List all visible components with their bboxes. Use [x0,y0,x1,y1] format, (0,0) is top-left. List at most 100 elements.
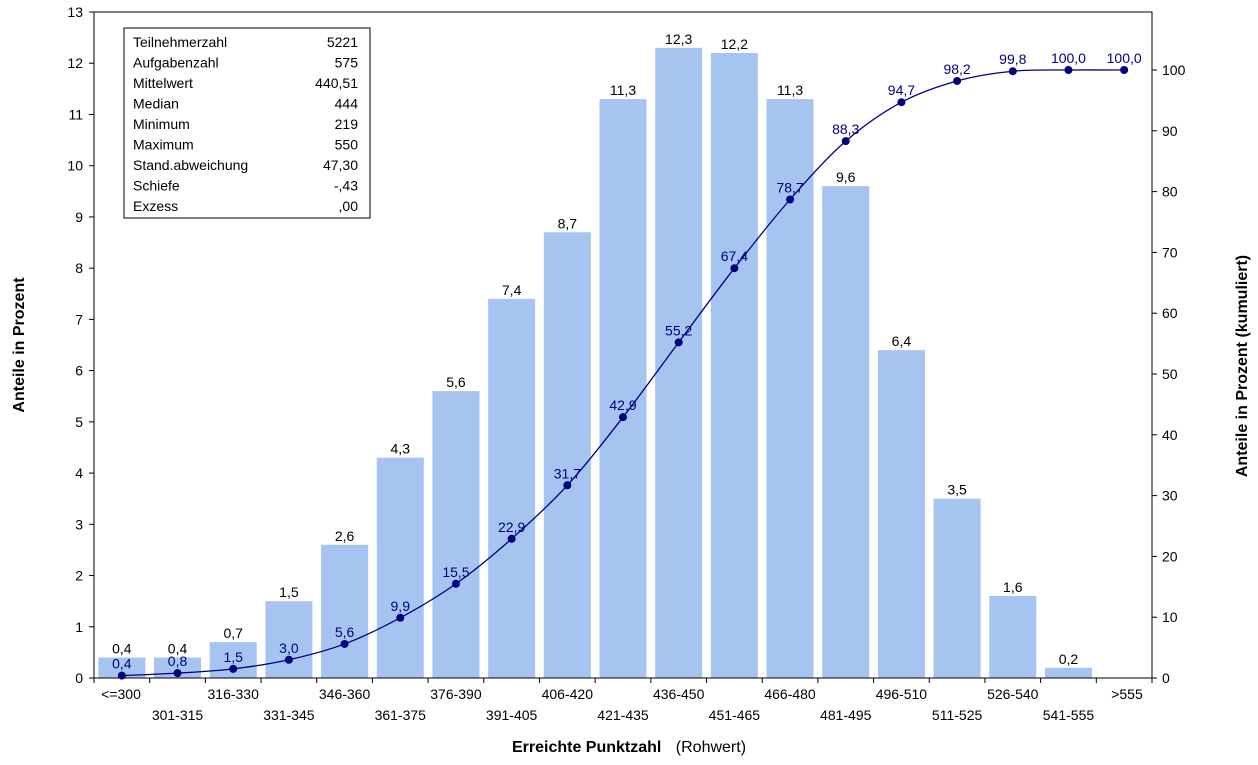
x-axis-title-unit: (Rohwert) [676,739,746,756]
cumulative-label: 42,9 [609,397,636,413]
cumulative-point [229,664,238,673]
y-tick-right: 0 [1162,670,1170,686]
x-tick-label: 481-495 [820,707,872,723]
cumulative-point [1120,66,1129,74]
cumulative-label: 94,7 [888,82,915,98]
cumulative-point [674,338,683,347]
stat-label: Teilnehmerzahl [133,34,227,50]
x-tick-label: 316-330 [208,686,260,702]
x-tick-label: >555 [1111,686,1143,702]
cumulative-point [1064,66,1073,74]
y-tick-left: 7 [75,311,83,327]
y-tick-right: 30 [1162,488,1178,504]
stat-label: Schiefe [133,178,180,194]
stat-value: 440,51 [315,75,358,91]
cumulative-label: 31,7 [554,465,581,481]
stat-value: 47,30 [323,157,358,173]
y-tick-right: 90 [1162,123,1178,139]
stat-label: Aufgabenzahl [133,55,219,71]
cumulative-line-layer [117,66,1129,680]
bar-label: 0,4 [112,641,132,657]
bar [488,298,536,678]
stat-value: 550 [335,137,359,153]
bar [877,350,925,678]
bar [710,52,758,678]
bar [543,232,591,679]
bar-label: 6,4 [892,333,912,349]
cumulative-label: 99,8 [999,51,1026,67]
y-tick-left: 0 [75,670,83,686]
y-tick-left: 5 [75,414,83,430]
y-tick-left: 9 [75,209,83,225]
cumulative-point [451,579,460,588]
bars-layer [98,47,1092,679]
bar [321,544,369,678]
bar-label: 2,6 [335,528,355,544]
y-tick-left: 1 [75,619,83,635]
bar [599,99,647,679]
stat-label: Minimum [133,116,190,132]
bar [432,391,480,678]
y-tick-left: 3 [75,516,83,532]
cumulative-label: 22,9 [498,519,525,535]
bar [822,186,870,678]
cumulative-label: 98,2 [943,61,970,77]
y-tick-left: 6 [75,363,83,379]
x-tick-label: 331-345 [263,707,315,723]
x-tick-label: 391-405 [486,707,538,723]
x-axis: <=300 301-315316-330331-345346-360361-375… [93,678,1153,723]
bar-label: 5,6 [446,374,466,390]
y-axis-right: 0 10 20 30 40 50 60 70 80 90 100 [1152,62,1186,686]
y-axis-title-right: Anteile in Prozent (kumuliert) [1234,255,1251,477]
statistics-box-frame [123,27,371,219]
cumulative-point [117,671,126,680]
cumulative-label: 1,5 [223,649,243,665]
cumulative-label: 9,9 [391,598,411,614]
y-tick-left: 13 [67,4,83,20]
cumulative-label: 0,4 [112,656,132,672]
cumulative-line [121,69,1125,677]
x-tick-label: 526-540 [987,686,1039,702]
cumulative-label: 88,3 [832,121,859,137]
x-tick-label: 496-510 [876,686,928,702]
cumulative-labels-layer: 0,4 0,8 1,53,05,69,915,522,931,742,955,267… [112,50,1142,672]
cumulative-point [507,534,516,543]
stat-value: 5221 [327,34,358,50]
cumulative-label: 0,8 [168,653,188,669]
x-axis-title: Erreichte Punktzahl (Rohwert) [512,739,746,756]
stat-value: ,00 [339,198,359,214]
stat-value: -,43 [334,178,358,194]
bar-labels-layer: 0,4 0,4 0,7 1,5 2,6 4,3 5,6 7,4 8,7 11,3 12,3 12,2 1… [112,31,1078,667]
bar-label: 12,2 [721,36,748,52]
stat-label: Median [133,96,179,112]
y-tick-right: 100 [1162,62,1186,78]
stat-value: 575 [335,55,359,71]
bar-label: 3,5 [947,482,967,498]
bar-label: 0,4 [168,641,188,657]
cumulative-label: 3,0 [279,640,299,656]
x-tick-label: 361-375 [375,707,427,723]
cumulative-point [730,264,739,273]
x-tick-label: <=300 [101,686,141,702]
statistics-box: Teilnehmerzahl 5221 Aufgabenzahl 575 Mittelw… [123,27,371,219]
y-tick-left: 8 [75,260,83,276]
bar-label: 12,3 [665,31,692,47]
cumulative-label: 100,0 [1051,50,1086,66]
cumulative-label: 78,7 [776,180,803,196]
cumulative-label: 5,6 [335,624,355,640]
y-tick-right: 10 [1162,609,1178,625]
x-tick-label: 451-465 [709,707,761,723]
axes-layer [93,11,1153,679]
x-tick-label: 346-360 [319,686,371,702]
cumulative-point [841,137,850,146]
bar-label: 1,6 [1003,579,1023,595]
cumulative-point [173,669,182,678]
stat-value: 219 [335,116,359,132]
bar-label: 8,7 [558,215,578,231]
x-tick-label: 301-315 [152,707,204,723]
stat-label: Stand.abweichung [133,157,248,173]
x-tick-label: 421-435 [597,707,649,723]
stat-label: Maximum [133,137,194,153]
